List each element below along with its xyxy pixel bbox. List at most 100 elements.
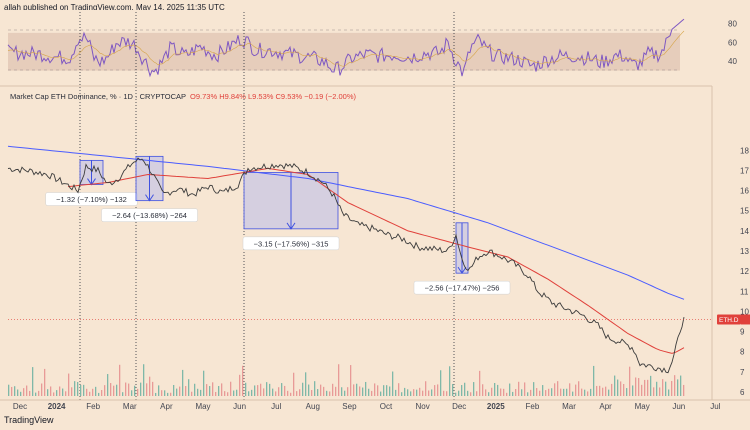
volume-bar: [209, 386, 211, 396]
volume-bar: [608, 389, 610, 396]
volume-bar: [503, 388, 505, 396]
time-tick-label: Feb: [86, 402, 100, 411]
volume-bar: [683, 384, 685, 396]
volume-bar: [524, 382, 526, 396]
volume-bar: [236, 389, 238, 396]
volume-bar: [107, 374, 109, 396]
volume-bar: [188, 379, 190, 396]
tradingview-logo: TradingView: [4, 415, 54, 425]
volume-bar: [200, 389, 202, 396]
volume-bar: [521, 389, 523, 396]
volume-bar: [575, 384, 577, 396]
volume-bar: [467, 390, 469, 396]
volume-bar: [374, 383, 376, 396]
volume-bar: [680, 375, 682, 396]
volume-bar: [671, 380, 673, 396]
volume-bar: [641, 384, 643, 396]
rsi-axis: 80 60 40: [728, 19, 737, 66]
volume-bar: [326, 390, 328, 396]
volume-bar: [92, 388, 94, 396]
volume-bar: [101, 390, 103, 396]
time-tick-label: Jun: [672, 402, 685, 411]
volume-bar: [380, 391, 382, 396]
volume-bar: [662, 379, 664, 396]
volume-bar: [191, 391, 193, 396]
volume-bar: [554, 383, 556, 396]
volume-bar: [416, 389, 418, 396]
measurement-label: −3.15 (−17.56%) −315: [254, 239, 329, 248]
volume-bar: [122, 392, 124, 396]
measurement-arrow-head: [286, 222, 296, 230]
volume-bar: [278, 387, 280, 396]
volume-bar: [497, 384, 499, 396]
volume-bar: [398, 383, 400, 396]
measurement-label: −2.56 (−17.47%) −256: [425, 284, 500, 293]
volume-bar: [431, 389, 433, 396]
measurement-label-box: [242, 236, 340, 251]
volume-bar: [353, 384, 355, 396]
time-tick-label: Nov: [415, 402, 429, 411]
volume-bar: [23, 388, 25, 396]
volume-bar: [176, 388, 178, 396]
volume-bar: [95, 386, 97, 396]
volume-bar: [98, 392, 100, 396]
volume-bar: [77, 382, 79, 396]
measurement-label-box: [413, 280, 511, 295]
time-tick-label: Jul: [271, 402, 281, 411]
volume-bar: [362, 387, 364, 396]
volume-bar: [311, 390, 313, 396]
volume-bar: [449, 366, 451, 396]
volume-bar: [668, 389, 670, 396]
measurement-boxes[interactable]: −1.32 (−7.10%) −132 −2.64 (−13.68%) −264 −…: [45, 155, 511, 295]
volume-bar: [389, 386, 391, 396]
volume-bar: [323, 386, 325, 396]
volume-bar: [452, 384, 454, 396]
volume-bar: [542, 385, 544, 396]
volume-bar: [74, 381, 76, 396]
volume-bar: [254, 385, 256, 396]
volume-bar: [548, 388, 550, 396]
volume-bar: [383, 385, 385, 396]
price-tick-label: 6: [740, 388, 745, 397]
time-tick-label: 2025: [487, 402, 505, 411]
volume-bar: [53, 392, 55, 396]
volume-bar: [506, 392, 508, 396]
price-tick-label: 18: [740, 146, 749, 155]
volume-bar: [404, 387, 406, 396]
volume-bar: [50, 386, 52, 396]
volume-bar: [71, 387, 73, 396]
volume-bar: [527, 392, 529, 396]
volume-bar: [8, 384, 10, 396]
volume-bar: [434, 385, 436, 396]
volume-bar: [68, 373, 70, 396]
volume-bar: [257, 385, 259, 396]
volume-bar: [293, 372, 295, 396]
volume-bar: [518, 381, 520, 396]
volume-bar: [539, 390, 541, 396]
volume-bar: [230, 381, 232, 396]
time-tick-label: Oct: [380, 402, 393, 411]
volume-bar: [674, 375, 676, 396]
volume-bar: [440, 370, 442, 396]
volume-bar: [164, 390, 166, 396]
volume-bar: [137, 388, 139, 396]
time-tick-label: Sep: [342, 402, 357, 411]
volume-bar: [266, 382, 268, 396]
volume-bar: [509, 383, 511, 396]
volume-bar: [215, 391, 217, 396]
volume-bar: [365, 381, 367, 396]
rsi-tick-label: 60: [728, 38, 737, 47]
volume-bar: [494, 382, 496, 396]
volume-bar: [26, 385, 28, 396]
time-tick-label: Dec: [452, 402, 466, 411]
publisher-note: allah published on TradingView.com, May …: [4, 3, 225, 12]
legend-title: Market Cap ETH Dominance, % · 1D · CRYPT…: [10, 92, 356, 101]
volume-bar: [410, 391, 412, 396]
volume-bar: [131, 390, 133, 396]
volume-bar: [221, 383, 223, 396]
time-tick-label: 2024: [48, 402, 66, 411]
volume-bar: [56, 390, 58, 396]
volume-bar: [290, 392, 292, 396]
volume-bar: [359, 386, 361, 396]
